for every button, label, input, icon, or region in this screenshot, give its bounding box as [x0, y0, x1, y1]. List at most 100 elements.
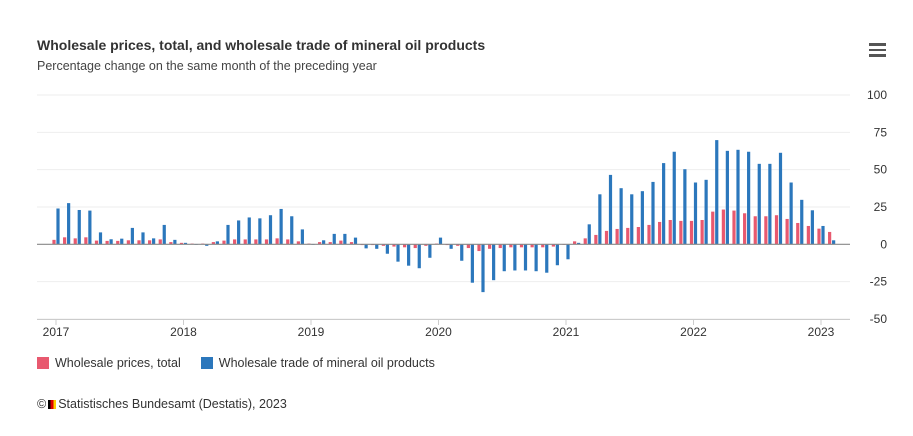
bar-mineral-oil [120, 238, 124, 245]
bar-mineral-oil [385, 244, 389, 254]
bar-wholesale-prices [179, 242, 184, 245]
bar-mineral-oil [407, 244, 411, 266]
legend-swatch [37, 357, 49, 369]
bar-mineral-oil [152, 238, 156, 245]
bar-mineral-oil [513, 244, 517, 271]
bar-mineral-oil [130, 227, 134, 245]
bar-wholesale-prices [286, 239, 290, 245]
bar-mineral-oil [523, 244, 528, 271]
legend-item-wholesale-prices[interactable]: Wholesale prices, total [37, 356, 181, 370]
bar-wholesale-prices [52, 239, 56, 245]
bar-mineral-oil [98, 232, 103, 245]
bar-wholesale-prices [488, 244, 492, 249]
bar-wholesale-prices [732, 210, 736, 245]
bar-mineral-oil [237, 220, 241, 245]
bar-mineral-oil [449, 244, 453, 249]
bar-mineral-oil [77, 209, 81, 245]
bar-mineral-oil [226, 224, 230, 245]
bar-wholesale-prices [296, 241, 300, 245]
bar-mineral-oil [725, 150, 729, 245]
bar-wholesale-prices [264, 239, 269, 245]
bar-mineral-oil [258, 218, 262, 245]
bar-wholesale-prices [551, 244, 555, 247]
bar-mineral-oil [268, 215, 273, 245]
bar-wholesale-prices [764, 216, 768, 245]
bar-wholesale-prices [392, 244, 396, 247]
bar-wholesale-prices [211, 242, 215, 245]
bar-mineral-oil [492, 244, 496, 281]
x-tick-label: 2020 [425, 325, 452, 339]
bar-wholesale-prices [636, 227, 640, 245]
bar-mineral-oil [215, 241, 219, 245]
bar-mineral-oil [56, 208, 60, 245]
bar-wholesale-prices [105, 240, 109, 245]
bar-wholesale-prices [509, 244, 513, 248]
bar-wholesale-prices [275, 238, 279, 245]
bar-mineral-oil [364, 244, 368, 249]
bar-wholesale-prices [243, 239, 247, 245]
bar-wholesale-prices [413, 244, 417, 249]
bar-mineral-oil [566, 244, 570, 260]
bar-wholesale-prices [148, 240, 152, 245]
bar-wholesale-prices [679, 220, 683, 245]
bar-mineral-oil [693, 182, 698, 245]
bar-mineral-oil [438, 237, 443, 245]
bar-wholesale-prices [456, 244, 460, 246]
bar-mineral-oil [545, 244, 549, 273]
bar-wholesale-prices [73, 238, 77, 245]
x-tick-label: 2021 [553, 325, 580, 339]
legend: Wholesale prices, total Wholesale trade … [37, 356, 435, 370]
bar-wholesale-prices [573, 241, 577, 245]
bar-wholesale-prices [222, 240, 226, 245]
bar-mineral-oil [67, 203, 71, 245]
bar-mineral-oil [715, 140, 719, 245]
bar-wholesale-prices [339, 240, 343, 245]
bar-mineral-oil [736, 149, 740, 245]
x-tick-label: 2017 [43, 325, 70, 339]
bar-wholesale-prices [615, 228, 619, 245]
bar-mineral-oil [183, 242, 188, 245]
copyright-symbol: © [37, 397, 47, 411]
bar-mineral-oil [417, 244, 421, 269]
bar-mineral-oil [205, 244, 209, 246]
bar-mineral-oil [279, 208, 283, 245]
bar-wholesale-prices [785, 218, 789, 245]
bar-wholesale-prices [84, 237, 88, 245]
bar-mineral-oil [290, 216, 294, 245]
bar-wholesale-prices [63, 237, 67, 245]
y-tick-label: 100 [867, 88, 887, 102]
bar-wholesale-prices [137, 240, 141, 245]
bar-wholesale-prices [689, 220, 694, 245]
hamburger-menu-icon[interactable] [869, 43, 886, 57]
bar-mineral-oil [162, 224, 166, 245]
bar-mineral-oil [173, 239, 177, 245]
bar-mineral-oil [300, 229, 304, 245]
bar-wholesale-prices [594, 234, 598, 245]
bar-mineral-oil [555, 244, 559, 266]
chart-subtitle: Percentage change on the same month of t… [37, 59, 377, 73]
bar-mineral-oil [470, 244, 474, 283]
legend-swatch [200, 357, 213, 369]
x-tick-label: 2018 [170, 325, 197, 339]
bar-wholesale-prices [541, 244, 545, 248]
bar-mineral-oil [332, 233, 336, 245]
credit: © Statistisches Bundesamt (Destatis), 202… [37, 397, 287, 411]
bar-wholesale-prices [424, 244, 428, 246]
bar-wholesale-prices [158, 239, 162, 245]
bar-mineral-oil [810, 210, 814, 245]
bar-wholesale-prices [817, 228, 821, 245]
y-tick-label: 25 [874, 200, 888, 214]
bar-mineral-oil [353, 237, 358, 245]
bar-wholesale-prices [721, 209, 725, 245]
bar-mineral-oil [587, 224, 591, 245]
legend-item-mineral-oil[interactable]: Wholesale trade of mineral oil products [200, 356, 435, 370]
bar-mineral-oil [683, 169, 687, 245]
bar-mineral-oil [800, 199, 804, 245]
bar-wholesale-prices [403, 244, 407, 248]
bar-mineral-oil [619, 188, 623, 245]
y-tick-label: 75 [874, 125, 888, 139]
bar-mineral-oil [640, 191, 644, 245]
y-tick-label: -25 [870, 275, 888, 289]
bar-mineral-oil [141, 232, 145, 245]
